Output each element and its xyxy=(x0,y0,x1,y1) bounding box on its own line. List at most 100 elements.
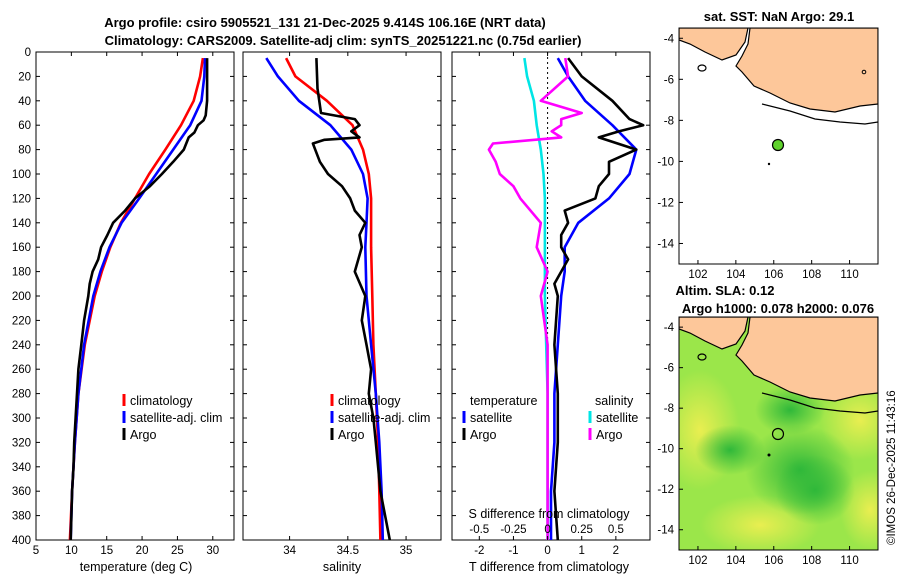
lon-tick-label: 104 xyxy=(726,269,746,281)
series-line-argo xyxy=(69,58,209,540)
legend-t-argo: Argo xyxy=(470,428,496,442)
depth-tick-label: 120 xyxy=(12,193,31,205)
map2-title-line1: Altim. SLA: 0.12 xyxy=(676,283,775,298)
lon-tick-label: 106 xyxy=(764,555,783,567)
depth-tick-label: 100 xyxy=(12,169,31,181)
legend-argo: Argo xyxy=(338,428,364,442)
difference-legend: temperature satellite Argo salinity sate… xyxy=(462,394,638,442)
legend-temperature-title: temperature xyxy=(470,394,537,408)
x-tick-label: 35 xyxy=(400,545,413,557)
depth-tick-label: 220 xyxy=(12,315,31,327)
x-tick-label: 34 xyxy=(283,545,296,557)
x-tick-label: 2 xyxy=(613,545,619,557)
lat-tick-label: -12 xyxy=(657,484,674,496)
legend-satellite: satellite-adj. clim xyxy=(338,411,430,425)
depth-tick-label: 280 xyxy=(12,389,31,401)
x-tick-label: 1 xyxy=(579,545,585,557)
depth-tick-label: 300 xyxy=(12,413,31,425)
legend-satellite: satellite-adj. clim xyxy=(130,411,222,425)
x-tick-label: 10 xyxy=(65,545,78,557)
depth-tick-label: 380 xyxy=(12,511,31,523)
temperature-xlabel: temperature (deg C) xyxy=(80,560,193,574)
title-line2: Climatology: CARS2009. Satellite-adj cli… xyxy=(105,33,582,48)
depth-tick-label: 40 xyxy=(18,96,31,108)
x-tick-label: 34.5 xyxy=(337,545,359,557)
s-tick-label: -0.25 xyxy=(500,524,526,536)
salinity-panel xyxy=(242,51,442,541)
lat-tick-label: -8 xyxy=(664,403,674,415)
lat-tick-label: -6 xyxy=(664,363,674,375)
lat-tick-label: -4 xyxy=(664,33,675,45)
lat-tick-label: -6 xyxy=(664,74,674,86)
legend-s-argo: Argo xyxy=(596,428,622,442)
series-line-t-argo xyxy=(553,57,645,540)
legend-s-satellite: satellite xyxy=(596,411,638,425)
lon-tick-label: 104 xyxy=(726,555,746,567)
argo-position-marker xyxy=(771,138,785,152)
lat-tick-label: -10 xyxy=(657,156,674,168)
java-land xyxy=(735,317,878,402)
x-tick-label: 25 xyxy=(171,545,184,557)
lat-tick-label: -4 xyxy=(664,322,675,334)
x-tick-label: 0 xyxy=(544,545,550,557)
s-tick-label: 0.5 xyxy=(608,524,624,536)
series-line-argo xyxy=(311,58,392,540)
map1-title: sat. SST: NaN Argo: 29.1 xyxy=(704,9,855,24)
sla-map xyxy=(678,316,879,551)
temperature-panel xyxy=(35,51,235,541)
lon-tick-label: 110 xyxy=(840,555,858,567)
depth-tick-label: 160 xyxy=(12,242,31,254)
lat-tick-label: -14 xyxy=(657,238,674,250)
credit-text: ©IMOS 26-Dec-2025 11:43:16 xyxy=(886,390,898,545)
x-tick-label: -1 xyxy=(508,545,518,557)
depth-tick-label: 200 xyxy=(12,291,31,303)
lon-tick-label: 102 xyxy=(688,555,707,567)
salinity-legend: climatology satellite-adj. clim Argo xyxy=(330,394,430,442)
legend-t-satellite: satellite xyxy=(470,411,512,425)
map2-title-line2: Argo h1000: 0.078 h2000: 0.076 xyxy=(682,301,874,316)
temperature-legend: climatology satellite-adj. clim Argo xyxy=(122,394,222,442)
lon-tick-label: 110 xyxy=(840,269,858,281)
x-tick-label: 5 xyxy=(33,545,39,557)
legend-argo: Argo xyxy=(130,428,156,442)
s-tick-label: 0.25 xyxy=(571,524,593,536)
series-line-s-argo xyxy=(487,57,584,540)
difference-xlabel: T difference from climatology xyxy=(469,560,630,574)
lat-tick-label: -14 xyxy=(657,525,674,537)
legend-climatology: climatology xyxy=(130,394,193,408)
depth-tick-label: 320 xyxy=(12,437,31,449)
java-land xyxy=(735,28,878,113)
sst-map xyxy=(678,27,879,265)
lon-tick-label: 106 xyxy=(764,269,783,281)
s-tick-label: 0 xyxy=(544,524,550,536)
lat-tick-label: -10 xyxy=(657,444,674,456)
depth-tick-label: 60 xyxy=(18,120,31,132)
lon-tick-label: 108 xyxy=(802,555,821,567)
lon-tick-label: 102 xyxy=(688,269,707,281)
difference-panel xyxy=(451,51,651,541)
depth-tick-label: 20 xyxy=(18,71,31,83)
lat-tick-label: -12 xyxy=(657,197,674,209)
sumatra-land xyxy=(679,317,749,350)
depth-tick-label: 0 xyxy=(25,47,31,59)
depth-tick-label: 140 xyxy=(12,218,31,230)
x-tick-label: 20 xyxy=(136,545,149,557)
argo-position-marker xyxy=(771,427,785,441)
s-tick-label: -0.5 xyxy=(469,524,489,536)
depth-tick-label: 180 xyxy=(12,267,31,279)
depth-tick-label: 360 xyxy=(12,486,31,498)
salinity-xlabel: salinity xyxy=(323,560,362,574)
legend-climatology: climatology xyxy=(338,394,401,408)
depth-tick-label: 400 xyxy=(12,535,31,547)
x-tick-label: 30 xyxy=(206,545,219,557)
x-tick-label: -2 xyxy=(474,545,484,557)
depth-tick-label: 80 xyxy=(18,145,31,157)
lon-tick-label: 108 xyxy=(802,269,821,281)
depth-axis: 0 20 40 60 80 100 120 140 160 180 200 220 240 260 280 3… xyxy=(12,47,650,547)
series-line-t-satellite xyxy=(549,57,638,540)
lat-tick-label: -8 xyxy=(664,115,674,127)
x-tick-label: 15 xyxy=(100,545,113,557)
legend-salinity-title: salinity xyxy=(595,394,634,408)
depth-tick-label: 260 xyxy=(12,364,31,376)
